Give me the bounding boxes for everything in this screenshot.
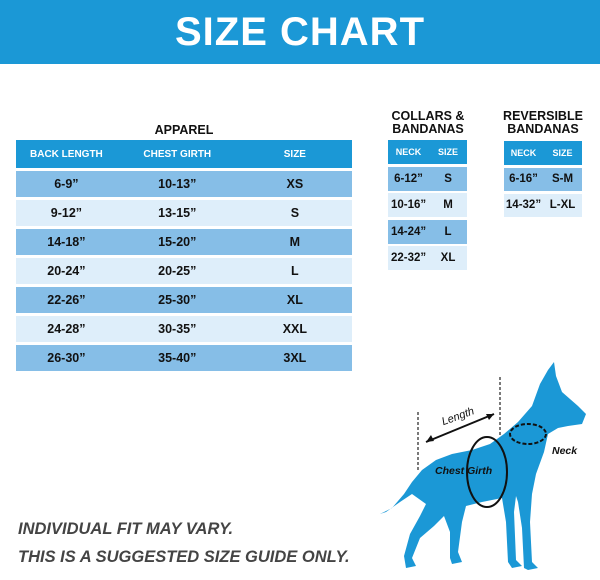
- table-row: 14-32” L-XL: [504, 193, 582, 217]
- table-cell: 13-15”: [158, 205, 197, 220]
- table-cell: 6-16”: [509, 173, 538, 186]
- table-cell: S: [290, 205, 300, 220]
- table-row: 26-30” 35-40” 3XL: [16, 344, 352, 371]
- column-header: NECK: [395, 147, 422, 157]
- table-cell: 10-16”: [390, 199, 427, 211]
- table-cell: 14-32”: [505, 199, 542, 212]
- table-row: 22-26” 25-30” XL: [16, 286, 352, 313]
- collars-title: COLLARS & BANDANAS: [380, 110, 476, 136]
- length-arrow: [425, 413, 495, 443]
- table-cell: 15-20”: [158, 234, 197, 249]
- collars-table: NECK SIZE 6-12” S 10-16” M 14-24” L 22-32” XL: [388, 140, 467, 273]
- table-cell: M: [443, 199, 453, 211]
- apparel-title: APPAREL: [154, 123, 214, 137]
- chest-girth-label: Chest Girth: [435, 465, 492, 477]
- table-row: 14-18” 15-20” M: [16, 228, 352, 255]
- apparel-table: BACK LENGTH CHEST GIRTH SIZE 6-9” 10-13” XS 9-…: [16, 140, 352, 374]
- table-cell: 24-28”: [47, 321, 86, 336]
- table-row: 9-12” 13-15” S: [16, 199, 352, 226]
- column-header: SIZE: [283, 148, 306, 160]
- reversible-title-line2: BANDANAS: [507, 122, 579, 136]
- table-cell: S-M: [551, 173, 574, 186]
- footer-line2: THIS IS A SUGGESTED SIZE GUIDE ONLY.: [18, 548, 350, 566]
- reversible-table: NECK SIZE 6-16” S-M 14-32” L-XL: [504, 141, 582, 220]
- reversible-title: REVERSIBLE BANDANAS: [494, 110, 592, 136]
- table-cell: XXL: [282, 321, 308, 336]
- table-cell: 25-30”: [158, 292, 197, 307]
- table-cell: 10-13”: [158, 176, 197, 191]
- table-header-row: NECK SIZE: [388, 140, 467, 164]
- table-cell: S: [444, 172, 452, 185]
- table-cell: 6-9”: [54, 176, 79, 191]
- table-cell: L: [444, 225, 452, 238]
- column-header: SIZE: [438, 147, 459, 157]
- dog-silhouette: [380, 362, 586, 570]
- neck-loop: [509, 423, 547, 445]
- table-cell: 14-24”: [390, 225, 427, 238]
- table-cell: 26-30”: [47, 350, 86, 365]
- column-header: CHEST GIRTH: [143, 148, 212, 160]
- table-row: 10-16” M: [388, 193, 467, 217]
- table-header-row: BACK LENGTH CHEST GIRTH SIZE: [16, 140, 352, 168]
- reversible-title-line1: REVERSIBLE: [503, 109, 583, 123]
- table-cell: 14-18”: [47, 234, 86, 249]
- page-title: SIZE CHART: [175, 9, 425, 54]
- table-cell: 22-32”: [390, 252, 427, 264]
- table-cell: 22-26”: [47, 292, 86, 307]
- table-row: 22-32” XL: [388, 246, 467, 270]
- table-cell: 35-40”: [158, 350, 197, 365]
- table-row: 6-9” 10-13” XS: [16, 170, 352, 197]
- table-row: 6-12” S: [388, 166, 467, 191]
- footer-line1: INDIVIDUAL FIT MAY VARY.: [18, 520, 234, 538]
- dog-measurement-diagram: Length Chest Girth Neck: [380, 362, 586, 570]
- table-cell: L: [291, 263, 299, 278]
- chest-girth-loop: [466, 436, 508, 508]
- collars-title-line2: BANDANAS: [392, 122, 464, 136]
- table-row: 6-16” S-M: [504, 167, 582, 191]
- table-cell: XL: [286, 292, 303, 307]
- table-row: 24-28” 30-35” XXL: [16, 315, 352, 342]
- collars-title-line1: COLLARS &: [391, 109, 465, 123]
- table-row: 20-24” 20-25” L: [16, 257, 352, 284]
- table-cell: 6-12”: [394, 172, 423, 185]
- table-cell: 20-24”: [47, 263, 86, 278]
- table-cell: 30-35”: [158, 321, 197, 336]
- column-header: NECK: [510, 148, 537, 158]
- column-header: SIZE: [552, 148, 573, 158]
- table-cell: 20-25”: [158, 263, 197, 278]
- title-banner: SIZE CHART: [0, 0, 600, 64]
- table-cell: XS: [286, 176, 304, 191]
- table-cell: XL: [440, 252, 456, 264]
- table-cell: L-XL: [549, 199, 576, 212]
- table-cell: 3XL: [283, 350, 307, 365]
- neck-label: Neck: [552, 445, 578, 457]
- column-header: BACK LENGTH: [30, 148, 103, 160]
- table-header-row: NECK SIZE: [504, 141, 582, 165]
- table-cell: M: [289, 234, 301, 249]
- table-cell: 9-12”: [50, 205, 83, 220]
- table-row: 14-24” L: [388, 219, 467, 244]
